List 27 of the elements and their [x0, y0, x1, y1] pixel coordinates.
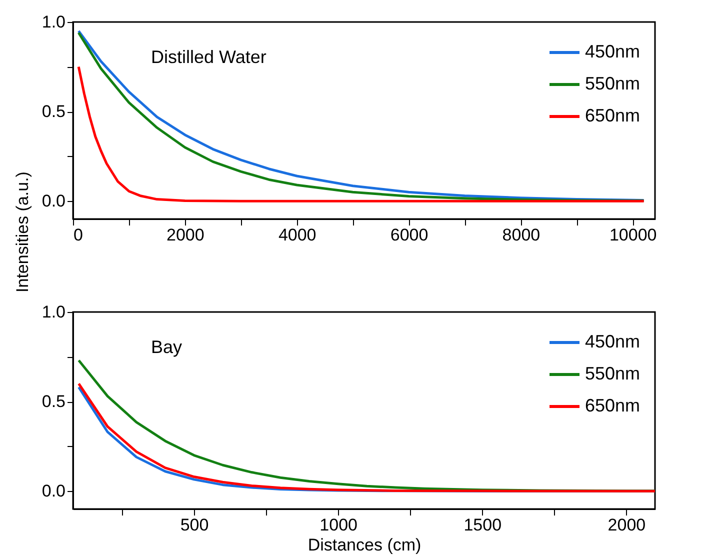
x-tick-label: 2000: [608, 516, 646, 534]
y-tick-label: 0.0: [42, 192, 66, 211]
legend-label: 450nm: [585, 332, 640, 352]
y-tick-label: 0.0: [42, 482, 66, 501]
x-tick-label: 10000: [609, 226, 657, 244]
legend-label: 650nm: [585, 106, 640, 126]
x-tick-label: 1000: [320, 516, 358, 534]
legend-label: 450nm: [585, 42, 640, 62]
annotation: Distilled Water: [151, 47, 266, 67]
y-tick-label: 0.5: [42, 392, 66, 412]
legend-label: 550nm: [585, 74, 640, 94]
y-tick-label: 1.0: [42, 12, 66, 32]
x-tick-label: 1500: [464, 516, 502, 534]
x-tick-label: 0: [74, 226, 83, 244]
legend-label: 550nm: [585, 364, 640, 384]
x-tick-label: 8000: [502, 226, 540, 244]
x-axis-title: Distances (cm): [308, 536, 422, 554]
annotation: Bay: [151, 337, 182, 357]
x-tick-label: 500: [180, 516, 209, 534]
y-axis-title: Intensities (a.u.): [12, 172, 32, 292]
x-tick-label: 2000: [166, 226, 204, 244]
y-tick-label: 0.5: [42, 102, 66, 122]
x-tick-label: 4000: [278, 226, 316, 244]
x-tick-label: 6000: [390, 226, 428, 244]
legend-label: 650nm: [585, 396, 640, 416]
y-tick-label: 1.0: [42, 302, 66, 322]
line-series: [77, 66, 646, 202]
